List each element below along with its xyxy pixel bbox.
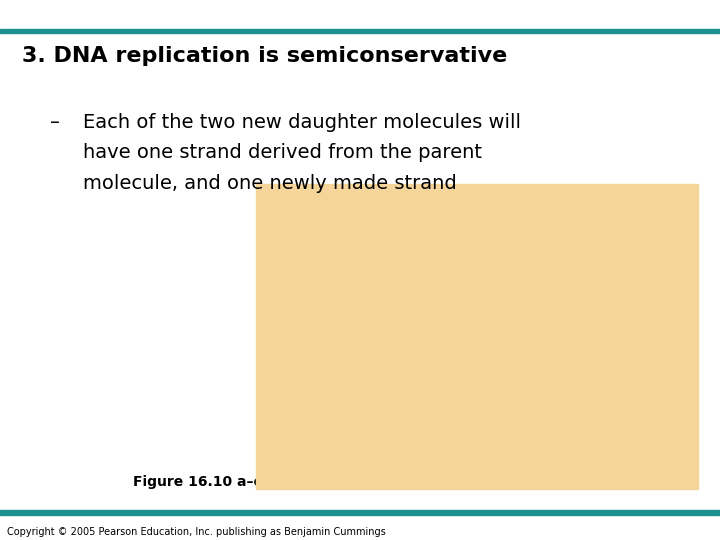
Text: 3. DNA replication is semiconservative: 3. DNA replication is semiconservative	[22, 46, 507, 66]
Text: molecule, and one newly made strand: molecule, and one newly made strand	[83, 174, 456, 193]
Bar	[256, 184, 698, 489]
Text: –: –	[50, 113, 60, 132]
Text: Each of the two new daughter molecules will: Each of the two new daughter molecules w…	[83, 113, 521, 132]
Text: have one strand derived from the parent: have one strand derived from the parent	[83, 143, 482, 162]
Text: Copyright © 2005 Pearson Education, Inc. publishing as Benjamin Cummings: Copyright © 2005 Pearson Education, Inc.…	[7, 527, 386, 537]
Bar	[0, 510, 720, 515]
Text: Figure 16.10 a–c: Figure 16.10 a–c	[133, 475, 262, 489]
Bar	[0, 29, 720, 33]
